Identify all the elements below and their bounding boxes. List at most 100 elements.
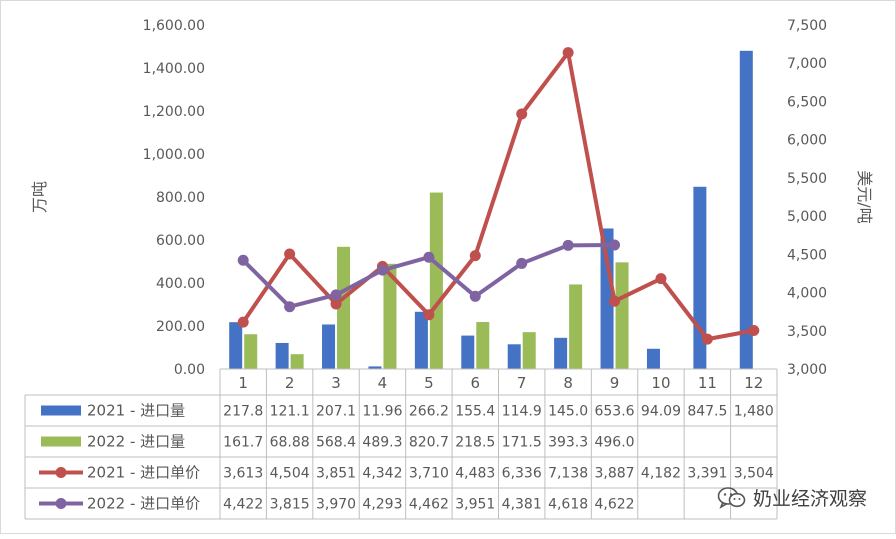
table-cell: 3,613 xyxy=(223,466,263,482)
left-axis-tick-label: 0.00 xyxy=(174,362,205,378)
right-axis-tick-label: 7,000 xyxy=(787,56,827,72)
right-axis-tick-label: 4,000 xyxy=(787,286,827,302)
legend-label: 2021 - 进口量 xyxy=(87,402,185,420)
left-axis-tick-label: 1,000.00 xyxy=(143,147,205,163)
legend-label: 2022 - 进口单价 xyxy=(87,495,200,513)
table-cell: 114.9 xyxy=(502,404,542,420)
category-label: 3 xyxy=(331,374,341,392)
bar xyxy=(507,344,521,369)
line-point xyxy=(516,108,528,120)
bar xyxy=(476,322,490,369)
bar xyxy=(522,332,536,369)
bar xyxy=(244,334,258,369)
table-cell: 217.8 xyxy=(223,404,263,420)
left-axis-title: 万吨 xyxy=(30,181,49,213)
table-cell: 4,381 xyxy=(502,497,542,513)
table-cell: 68.88 xyxy=(270,435,310,451)
table-cell: 94.09 xyxy=(641,404,681,420)
left-axis-tick-label: 1,400.00 xyxy=(143,61,205,77)
line-point xyxy=(655,273,667,285)
line-point xyxy=(469,250,481,262)
category-label: 5 xyxy=(424,374,434,392)
legend-key-bar xyxy=(41,405,81,416)
table-cell: 568.4 xyxy=(316,435,356,451)
line-point xyxy=(469,290,481,302)
right-axis-tick-label: 6,000 xyxy=(787,133,827,149)
line-point xyxy=(376,264,388,276)
table-cell: 6,336 xyxy=(502,466,542,482)
right-axis-tick-label: 3,500 xyxy=(787,324,827,340)
table-cell: 3,710 xyxy=(409,466,449,482)
line-point xyxy=(609,295,621,307)
bar xyxy=(461,335,475,369)
category-label: 10 xyxy=(651,374,670,392)
watermark: 奶业经济观察 xyxy=(717,484,867,511)
bar xyxy=(600,228,614,369)
table-cell: 4,293 xyxy=(362,497,402,513)
table-cell: 155.4 xyxy=(455,404,495,420)
left-axis-tick-label: 600.00 xyxy=(156,233,205,249)
table-cell: 3,970 xyxy=(316,497,356,513)
bar xyxy=(368,366,382,369)
line-point xyxy=(701,333,713,345)
series-line xyxy=(241,50,755,342)
table-cell: 3,887 xyxy=(594,466,634,482)
category-label: 1 xyxy=(238,374,248,392)
category-label: 11 xyxy=(698,374,717,392)
category-label: 6 xyxy=(471,374,481,392)
table-cell: 847.5 xyxy=(687,404,727,420)
bar xyxy=(275,342,289,369)
line-point xyxy=(330,289,342,301)
table-cell: 3,504 xyxy=(734,466,774,482)
legend-key-marker xyxy=(55,498,67,509)
line-point xyxy=(562,47,574,59)
right-axis-tick-label: 7,500 xyxy=(787,18,827,34)
table-cell: 4,422 xyxy=(223,497,263,513)
bar xyxy=(322,324,336,369)
right-axis-title: 美元/吨 xyxy=(855,170,874,223)
line-point xyxy=(237,316,249,328)
line-point xyxy=(562,239,574,251)
table-cell: 4,182 xyxy=(641,466,681,482)
bar xyxy=(414,311,428,369)
table-cell: 496.0 xyxy=(594,435,634,451)
category-label: 9 xyxy=(610,374,620,392)
line-point xyxy=(237,254,249,266)
table-cell: 3,951 xyxy=(455,497,495,513)
category-label: 4 xyxy=(378,374,388,392)
table-cell: 393.3 xyxy=(548,435,588,451)
right-axis-tick-label: 5,000 xyxy=(787,209,827,225)
table-cell: 161.7 xyxy=(223,435,263,451)
left-axis-tick-label: 800.00 xyxy=(156,190,205,206)
table-cell: 121.1 xyxy=(270,404,310,420)
table-cell: 4,483 xyxy=(455,466,495,482)
table-cell: 207.1 xyxy=(316,404,356,420)
legend-label: 2022 - 进口量 xyxy=(87,433,185,451)
bar xyxy=(615,262,629,369)
legend-key-bar xyxy=(41,436,81,447)
table-cell: 653.6 xyxy=(594,404,634,420)
table-cell: 266.2 xyxy=(409,404,449,420)
bar xyxy=(739,50,753,370)
table-cell: 11.96 xyxy=(362,404,402,420)
line-point xyxy=(748,324,760,336)
left-axis-tick-label: 1,200.00 xyxy=(143,104,205,120)
bar xyxy=(646,348,660,369)
left-axis-tick-label: 1,600.00 xyxy=(143,18,205,34)
line-point xyxy=(609,239,621,251)
bar xyxy=(569,284,583,369)
line-point xyxy=(330,298,342,310)
line-point xyxy=(423,251,435,263)
bar xyxy=(429,192,443,369)
watermark-text: 奶业经济观察 xyxy=(752,488,867,510)
right-axis-tick-label: 5,500 xyxy=(787,171,827,187)
table-cell: 4,504 xyxy=(270,466,310,482)
table-cell: 3,815 xyxy=(270,497,310,513)
bar xyxy=(383,263,397,369)
table-cell: 4,618 xyxy=(548,497,588,513)
table-cell: 489.3 xyxy=(362,435,402,451)
table-cell: 3,851 xyxy=(316,466,356,482)
table-cell: 4,462 xyxy=(409,497,449,513)
